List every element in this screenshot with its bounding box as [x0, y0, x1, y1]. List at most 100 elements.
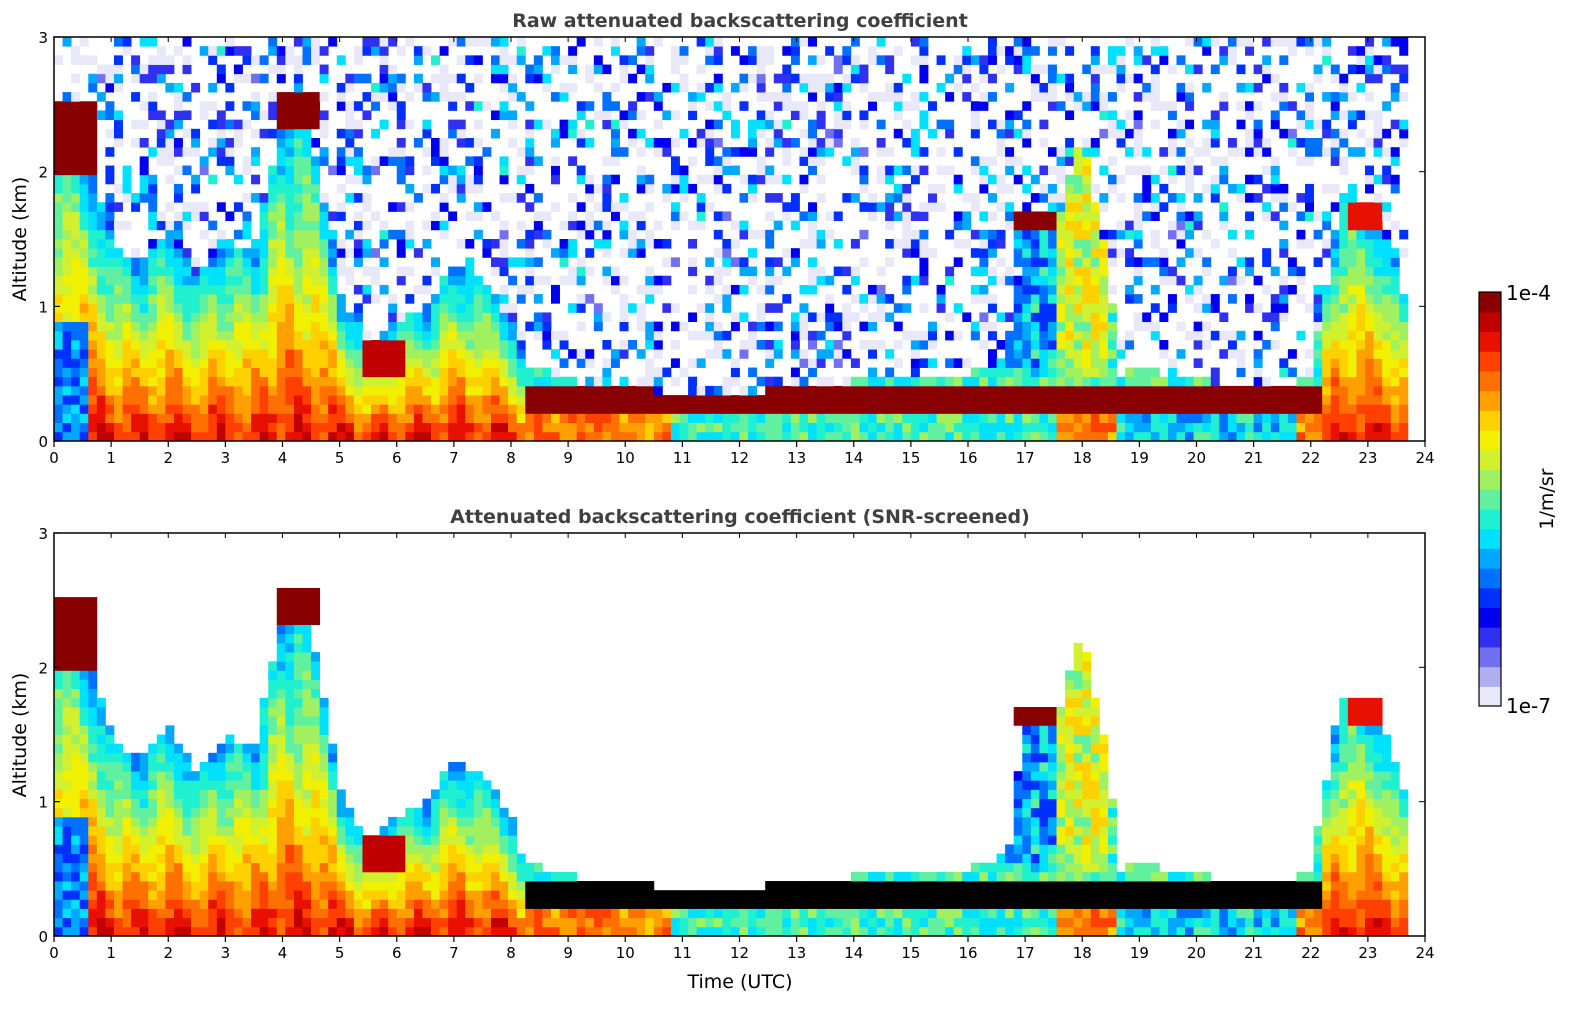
- heatmap-cell: [902, 376, 912, 387]
- heatmap-cell: [225, 239, 235, 249]
- heatmap-cell: [173, 82, 183, 93]
- heatmap-cell: [96, 716, 106, 726]
- heatmap-cell: [670, 110, 680, 121]
- heatmap-cell: [1210, 303, 1220, 313]
- heatmap-cell: [885, 257, 895, 267]
- heatmap-cell: [199, 404, 209, 414]
- heatmap-cell: [645, 284, 655, 295]
- heatmap-cell: [1322, 367, 1332, 378]
- heatmap-cell: [1365, 294, 1374, 304]
- heatmap-cell: [1022, 257, 1032, 267]
- heatmap-cell: [945, 422, 955, 433]
- heatmap-cell: [148, 431, 158, 442]
- heatmap-cell: [1356, 229, 1366, 240]
- heatmap-cell: [1125, 340, 1135, 350]
- heatmap-cell: [1039, 275, 1049, 286]
- heatmap-cell: [1047, 73, 1057, 84]
- heatmap-cell: [765, 147, 775, 157]
- heatmap-cell: [1176, 147, 1186, 157]
- heatmap-cell: [413, 376, 423, 387]
- heatmap-cell: [216, 871, 226, 882]
- heatmap-cell: [336, 404, 346, 414]
- heatmap-cell: [1022, 431, 1032, 442]
- heatmap-cell: [208, 835, 218, 845]
- heatmap-cell: [54, 606, 63, 616]
- heatmap-cell: [225, 349, 235, 359]
- heatmap-cell: [1159, 183, 1169, 194]
- heatmap-cell: [371, 101, 381, 111]
- heatmap-cell: [388, 312, 398, 323]
- heatmap-cell: [1193, 165, 1203, 176]
- heatmap-cell: [353, 128, 363, 139]
- heatmap-cell: [645, 294, 655, 304]
- x-tick-label: 2: [163, 449, 173, 467]
- heatmap-cell: [1099, 110, 1109, 121]
- heatmap-cell: [696, 431, 706, 442]
- heatmap-cell: [156, 275, 166, 286]
- heatmap-cell: [173, 367, 183, 378]
- heatmap-cell: [1305, 404, 1315, 414]
- heatmap-cell: [773, 321, 783, 332]
- heatmap-cell: [1125, 294, 1135, 304]
- heatmap-cell: [388, 147, 398, 157]
- heatmap-cell: [405, 156, 415, 166]
- heatmap-cell: [1347, 358, 1357, 368]
- heatmap-cell: [1013, 284, 1023, 295]
- heatmap-cell: [628, 229, 638, 240]
- heatmap-cell: [765, 211, 775, 222]
- heatmap-cell: [576, 358, 586, 368]
- heatmap-cell: [268, 349, 278, 359]
- heatmap-cell: [1082, 64, 1092, 75]
- heatmap-cell: [148, 899, 158, 909]
- heatmap-cell: [242, 211, 252, 222]
- heatmap-cell: [1116, 385, 1126, 396]
- heatmap-cell: [1125, 376, 1135, 387]
- heatmap-cell: [1236, 64, 1246, 75]
- heatmap-cell: [1142, 395, 1152, 405]
- heatmap-cell: [225, 743, 235, 754]
- heatmap-cell: [173, 147, 183, 157]
- heatmap-cell: [293, 202, 303, 212]
- heatmap-cell: [585, 404, 595, 414]
- heatmap-cell: [233, 202, 243, 212]
- heatmap-cell: [1022, 275, 1032, 286]
- heatmap-cell: [173, 349, 183, 359]
- heatmap-cell: [62, 890, 72, 900]
- heatmap-cell: [113, 82, 123, 93]
- heatmap-cell: [156, 248, 166, 258]
- x-tick-label: 18: [1073, 449, 1092, 467]
- heatmap-cell: [730, 284, 740, 295]
- heatmap-cell: [1219, 92, 1229, 102]
- heatmap-cell: [345, 413, 355, 424]
- heatmap-cell: [199, 807, 209, 818]
- heatmap-cell: [1245, 413, 1255, 424]
- heatmap-cell: [1056, 239, 1066, 249]
- heatmap-cell: [576, 349, 586, 359]
- heatmap-cell: [105, 908, 115, 919]
- heatmap-cell: [499, 294, 509, 304]
- heatmap-cell: [970, 413, 980, 424]
- heatmap-cell: [928, 413, 937, 424]
- heatmap-cell: [1296, 156, 1306, 166]
- heatmap-cell: [105, 862, 115, 873]
- heatmap-cell: [1202, 404, 1212, 414]
- heatmap-cell: [439, 367, 449, 378]
- heatmap-cell: [1365, 46, 1374, 56]
- heatmap-cell: [71, 853, 81, 864]
- heatmap-cell: [1262, 413, 1272, 424]
- heatmap-cell: [1227, 183, 1237, 194]
- heatmap-cell: [516, 92, 526, 102]
- heatmap-cell: [705, 349, 715, 359]
- heatmap-cell: [405, 376, 415, 387]
- heatmap-cell: [311, 413, 321, 424]
- heatmap-cell: [1210, 239, 1220, 249]
- heatmap-cell: [1013, 37, 1023, 47]
- heatmap-cell: [1073, 156, 1083, 166]
- heatmap-cell: [71, 183, 81, 194]
- heatmap-cell: [371, 275, 381, 286]
- heatmap-cell: [1176, 229, 1186, 240]
- heatmap-cell: [816, 119, 826, 130]
- heatmap-cell: [191, 853, 201, 864]
- heatmap-cell: [345, 367, 355, 378]
- heatmap-cell: [173, 229, 183, 240]
